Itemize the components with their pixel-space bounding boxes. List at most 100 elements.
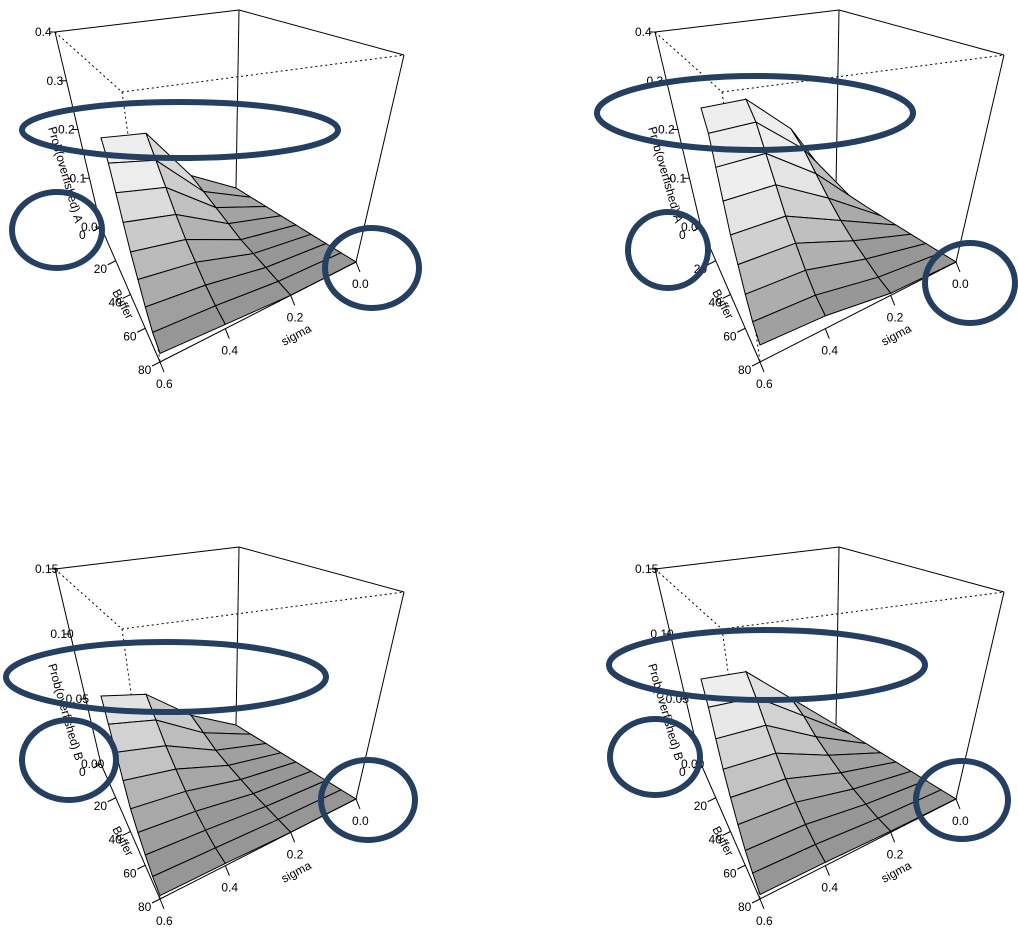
buffer-tick-label: 20: [94, 799, 108, 813]
buffer-tick-label: 20: [694, 799, 708, 813]
sigma-tick: [159, 898, 165, 910]
sigma-tick-label: 0.0: [952, 277, 969, 291]
sigma-tick-label: 0.2: [887, 847, 904, 861]
z-tick-label: 0.15: [635, 562, 659, 576]
sigma-tick-label: 0.6: [156, 377, 173, 391]
box-hidden-edge: [121, 591, 405, 630]
sigma-tick-label: 0.6: [756, 377, 773, 391]
buffer-tick: [107, 260, 116, 266]
sigma-tick: [890, 295, 896, 306]
z-tick-label: 0.4: [635, 25, 652, 39]
z-tick-label: 0.00: [81, 757, 105, 771]
z-tick-label: 0.4: [35, 25, 52, 39]
sigma-tick: [824, 328, 830, 339]
sigma-axis-label: sigma: [279, 321, 314, 349]
highlight-ellipse: [3, 639, 329, 715]
sigma-tick-label: 0.4: [221, 881, 238, 895]
sigma-tick: [355, 798, 361, 810]
buffer-tick: [151, 898, 161, 904]
highlight-ellipse: [607, 716, 703, 798]
sigma-tick-label: 0.4: [821, 344, 838, 358]
buffer-tick: [722, 294, 731, 299]
buffer-tick: [751, 898, 761, 904]
sigma-tick-label: 0.2: [287, 847, 304, 861]
box-hidden-edge: [654, 568, 723, 630]
surface-facet: [751, 843, 826, 896]
box-edge: [54, 568, 102, 765]
buffer-tick-label: 20: [94, 262, 108, 276]
sigma-tick: [824, 865, 830, 876]
sigma-tick: [955, 261, 961, 273]
buffer-tick-label: 80: [138, 363, 152, 377]
highlight-ellipse: [913, 758, 1011, 842]
buffer-tick: [737, 864, 746, 870]
surface-facet: [751, 294, 826, 346]
sigma-tick-label: 0.4: [821, 881, 838, 895]
buffer-tick-label: 0: [679, 228, 686, 242]
sigma-tick: [224, 328, 230, 339]
box-edge: [654, 546, 840, 570]
buffer-tick: [751, 361, 761, 367]
sigma-tick-label: 0.0: [952, 814, 969, 828]
buffer-tick-label: 60: [723, 866, 737, 880]
buffer-tick: [107, 797, 116, 803]
sigma-tick: [759, 361, 765, 373]
sigma-tick-label: 0.0: [352, 814, 369, 828]
buffer-tick: [137, 327, 146, 333]
buffer-tick: [137, 864, 146, 870]
box-edge: [654, 568, 702, 765]
box-edge: [235, 9, 240, 189]
highlight-ellipse: [922, 240, 1018, 326]
box-hidden-edge: [54, 568, 123, 630]
sigma-tick: [955, 798, 961, 810]
highlight-ellipse: [625, 209, 711, 291]
sigma-tick-label: 0.6: [756, 914, 773, 928]
buffer-tick: [707, 797, 716, 803]
box-edge: [54, 9, 240, 33]
highlight-ellipse: [594, 73, 916, 153]
buffer-tick: [151, 361, 161, 367]
box-edge: [838, 546, 1005, 593]
highlight-ellipse: [19, 717, 119, 803]
highlight-ellipse: [318, 757, 418, 843]
buffer-tick-label: 60: [723, 329, 737, 343]
surface-facet: [151, 305, 226, 355]
z-tick-label: 0.1: [70, 171, 87, 185]
buffer-tick: [92, 763, 102, 769]
buffer-tick-label: 40: [709, 296, 723, 310]
buffer-tick-label: 60: [123, 866, 137, 880]
buffer-tick-label: 40: [109, 296, 123, 310]
buffer-tick: [707, 260, 716, 266]
sigma-tick: [759, 898, 765, 910]
sigma-tick: [159, 361, 165, 373]
sigma-tick: [224, 865, 230, 876]
sigma-tick: [290, 832, 296, 843]
sigma-tick-label: 0.4: [221, 344, 238, 358]
z-tick-label: 0.2: [658, 123, 675, 137]
surface-facet: [151, 847, 227, 897]
buffer-tick-label: 0: [79, 228, 86, 242]
sigma-tick-label: 0.6: [156, 914, 173, 928]
box-edge: [238, 9, 405, 56]
sigma-axis-label: sigma: [879, 321, 914, 349]
z-tick-label: 0.1: [670, 171, 687, 185]
buffer-tick-label: 80: [738, 900, 752, 914]
buffer-tick-label: 40: [709, 833, 723, 847]
sigma-tick-label: 0.0: [352, 277, 369, 291]
sigma-tick-label: 0.2: [887, 310, 904, 324]
box-edge: [955, 591, 1005, 800]
buffer-tick-label: 80: [738, 363, 752, 377]
buffer-tick-label: 40: [109, 833, 123, 847]
highlight-ellipse: [19, 99, 341, 161]
buffer-tick-label: 0: [679, 765, 686, 779]
box-edge: [838, 9, 1005, 56]
z-tick-label: 0.10: [50, 627, 74, 641]
sigma-tick: [355, 261, 361, 273]
box-edge: [759, 798, 957, 900]
box-edge: [235, 546, 240, 726]
